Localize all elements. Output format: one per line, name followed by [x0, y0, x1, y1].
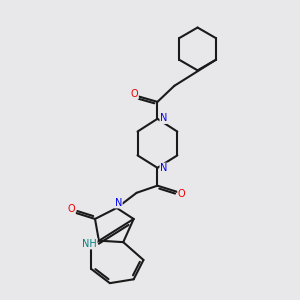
Text: N: N [160, 164, 168, 173]
Text: O: O [68, 204, 75, 214]
Text: N: N [115, 198, 122, 208]
Text: O: O [130, 88, 138, 98]
Text: NH: NH [82, 238, 97, 249]
Text: N: N [160, 113, 168, 123]
Text: O: O [178, 189, 186, 199]
